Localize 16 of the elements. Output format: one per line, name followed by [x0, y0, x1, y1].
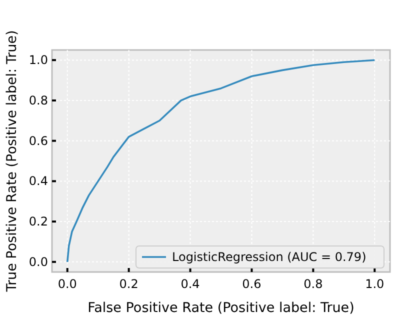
x-tick-label: 0.0	[58, 277, 77, 291]
x-tick-label: 0.8	[304, 277, 323, 291]
y-tick-label: 0.2	[28, 214, 48, 229]
y-tick-label: 0.4	[28, 174, 48, 188]
x-tick-label: 0.6	[242, 277, 262, 291]
y-tick-label: 0.8	[28, 93, 48, 108]
x-axis-title: False Positive Rate (Positive label: True)	[88, 300, 354, 316]
y-tick-label: 0.0	[28, 254, 48, 269]
line-series	[66, 59, 376, 263]
x-tick-label: 0.2	[119, 277, 138, 291]
x-tick-label: 0.4	[180, 277, 200, 291]
y-tick-label: 0.6	[28, 134, 48, 148]
y-tick-label: 1.0	[28, 53, 48, 68]
legend-label: LogisticRegression (AUC = 0.79)	[172, 250, 366, 264]
x-tick-label: 1.0	[365, 277, 384, 291]
y-axis-title: True Positive Rate (Positive label: True)	[4, 30, 20, 293]
